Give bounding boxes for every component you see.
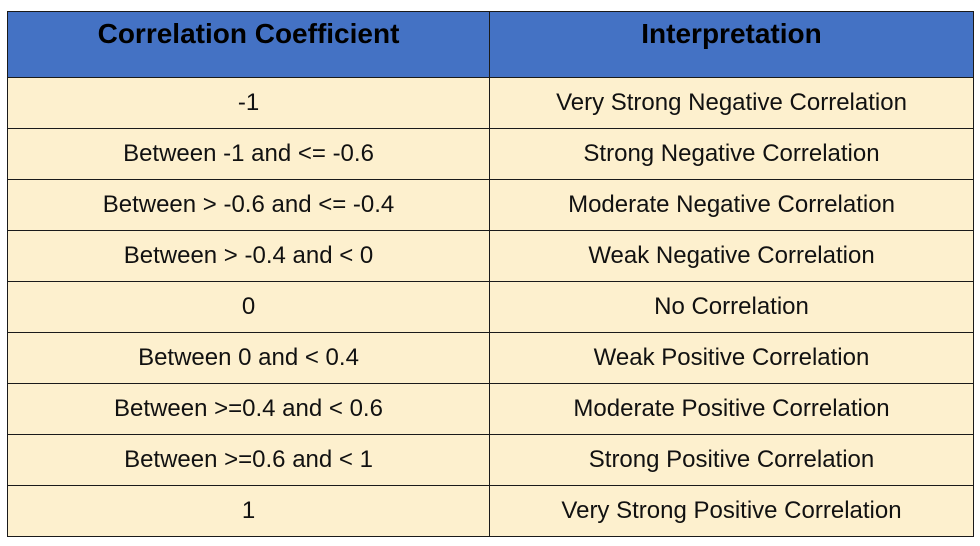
table-row: -1 Very Strong Negative Correlation [7, 77, 974, 129]
table-row: Between > -0.6 and <= -0.4 Moderate Nega… [7, 179, 974, 231]
interpretation-cell: Moderate Negative Correlation [489, 179, 974, 231]
coefficient-cell: Between -1 and <= -0.6 [7, 128, 490, 180]
table-row: Between -1 and <= -0.6 Strong Negative C… [7, 128, 974, 180]
correlation-table-container: Correlation Coefficient Interpretation -… [7, 11, 974, 537]
table-row: Between >=0.4 and < 0.6 Moderate Positiv… [7, 383, 974, 435]
coefficient-cell: Between >=0.6 and < 1 [7, 434, 490, 486]
coefficient-cell: 0 [7, 281, 490, 333]
table-row: Between 0 and < 0.4 Weak Positive Correl… [7, 332, 974, 384]
interpretation-cell: Weak Positive Correlation [489, 332, 974, 384]
interpretation-cell: Very Strong Negative Correlation [489, 77, 974, 129]
interpretation-cell: No Correlation [489, 281, 974, 333]
table-row: 0 No Correlation [7, 281, 974, 333]
table-row: 1 Very Strong Positive Correlation [7, 485, 974, 537]
interpretation-cell: Strong Positive Correlation [489, 434, 974, 486]
interpretation-cell: Weak Negative Correlation [489, 230, 974, 282]
coefficient-cell: Between 0 and < 0.4 [7, 332, 490, 384]
header-interpretation: Interpretation [489, 11, 974, 78]
coefficient-cell: Between > -0.6 and <= -0.4 [7, 179, 490, 231]
coefficient-cell: Between >=0.4 and < 0.6 [7, 383, 490, 435]
table-row: Between > -0.4 and < 0 Weak Negative Cor… [7, 230, 974, 282]
interpretation-cell: Moderate Positive Correlation [489, 383, 974, 435]
interpretation-cell: Strong Negative Correlation [489, 128, 974, 180]
table-row: Between >=0.6 and < 1 Strong Positive Co… [7, 434, 974, 486]
correlation-table: Correlation Coefficient Interpretation -… [7, 11, 974, 537]
coefficient-cell: 1 [7, 485, 490, 537]
table-header-row: Correlation Coefficient Interpretation [7, 11, 974, 78]
header-correlation-coefficient: Correlation Coefficient [7, 11, 490, 78]
coefficient-cell: -1 [7, 77, 490, 129]
interpretation-cell: Very Strong Positive Correlation [489, 485, 974, 537]
coefficient-cell: Between > -0.4 and < 0 [7, 230, 490, 282]
